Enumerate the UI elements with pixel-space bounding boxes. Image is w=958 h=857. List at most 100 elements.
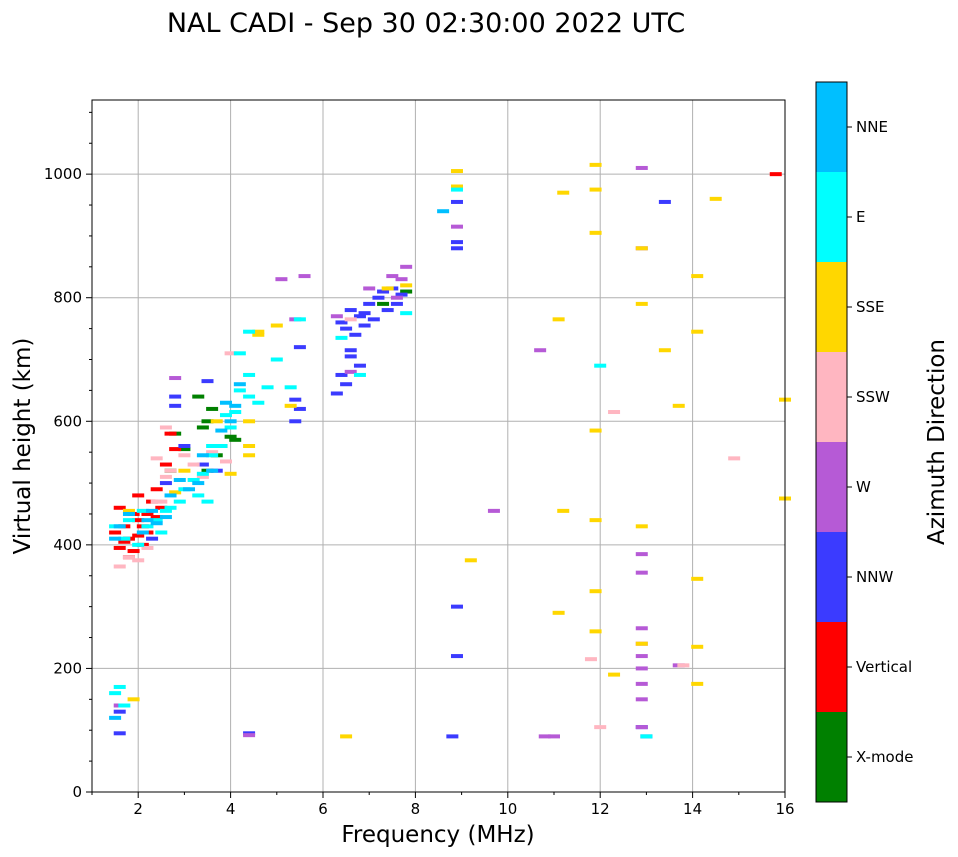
echo-point-sse (127, 697, 140, 702)
echo-point-vertical (169, 447, 182, 452)
echo-point-nne (173, 477, 186, 482)
echo-point-w (386, 274, 399, 279)
echo-point-x-mode (400, 289, 413, 294)
echo-point-w (330, 314, 343, 319)
echo-point-nnw (289, 419, 302, 424)
echo-point-w (243, 733, 256, 738)
echo-point-e (261, 385, 274, 390)
echo-point-e (640, 734, 653, 739)
echo-point-sse (658, 348, 671, 353)
x-tick-label: 8 (411, 800, 421, 818)
echo-point-e (594, 363, 607, 368)
x-tick-label: 12 (591, 800, 610, 818)
colorbar-tick-label: NNE (856, 118, 888, 136)
echo-point-e (224, 425, 237, 430)
echo-point-nnw (201, 379, 214, 384)
echo-point-ssw (584, 657, 597, 662)
x-tick-label: 2 (133, 800, 143, 818)
echo-point-sse (252, 332, 265, 337)
echo-point-w (635, 725, 648, 730)
echo-point-w (548, 734, 560, 739)
echo-point-e (400, 311, 413, 316)
echo-point-nne (164, 493, 177, 498)
echo-point-ssw (159, 474, 172, 479)
y-tick-label: 600 (53, 412, 82, 430)
echo-point-sse (252, 329, 265, 334)
echo-point-ssw (122, 555, 135, 560)
echo-point-ssw (224, 351, 237, 356)
echo-point-ssw (187, 462, 200, 467)
echo-point-sse (589, 187, 602, 192)
echo-point-e (335, 335, 348, 340)
echo-point-nnw (372, 295, 385, 300)
echo-point-e (284, 385, 297, 390)
echo-point-sse (464, 558, 477, 563)
echo-point-vertical (113, 545, 126, 550)
echo-point-ssw (196, 474, 209, 479)
echo-point-vertical (164, 431, 177, 436)
echo-point-nne (113, 524, 126, 529)
echo-point-nnw (358, 323, 371, 328)
echo-point-sse (589, 162, 602, 167)
y-tick-label: 400 (53, 536, 82, 554)
echo-point-nnw (450, 240, 463, 245)
echo-point-ssw (164, 468, 177, 473)
echo-point-nnw (146, 536, 159, 541)
echo-point-e (206, 453, 219, 458)
echo-point-e (187, 477, 200, 482)
y-axis-ticks: 0 200 400 600 800 1000 (44, 111, 92, 801)
y-tick-label: 200 (53, 659, 82, 677)
echo-point-nnw (450, 654, 463, 659)
echo-point-ssw (608, 410, 621, 415)
echo-point-sse (381, 286, 394, 291)
echo-point-sse (552, 610, 565, 615)
echo-point-nne (183, 487, 196, 492)
colorbar-segment (816, 622, 847, 712)
echo-point-nne (215, 428, 228, 433)
colorbar: X-mode Vertical NNW W SSW SSE E NNE (815, 81, 913, 803)
echo-point-sse (635, 246, 648, 251)
echo-point-sse (691, 274, 704, 279)
echo-point-ssw (132, 558, 145, 563)
echo-point-sse (672, 403, 685, 408)
echo-point-nnw (330, 391, 343, 396)
echo-point-e (141, 524, 154, 529)
echo-point-nnw (377, 289, 390, 294)
echo-point-x-mode (178, 447, 191, 452)
echo-point-ssw (150, 456, 163, 461)
echo-point-ssw (594, 725, 607, 730)
echo-point-nnw (344, 348, 357, 353)
echo-point-vertical (109, 530, 122, 535)
colorbar-segment (816, 532, 847, 622)
echo-point-sse (210, 419, 223, 424)
echo-point-nne (196, 453, 209, 458)
echo-point-w (538, 734, 551, 739)
x-tick-label: 6 (318, 800, 328, 818)
echo-point-nnw (353, 363, 366, 368)
echo-point-vertical (155, 505, 168, 510)
echo-point-nnw (358, 311, 371, 316)
plot-frame (91, 99, 786, 793)
echo-point-nnw (113, 731, 126, 736)
echo-point-w (635, 654, 648, 659)
echo-point-nne (206, 468, 219, 473)
echo-point-sse (691, 329, 704, 334)
echo-point-nne (233, 382, 246, 387)
echo-point-sse (691, 681, 704, 686)
echo-point-w (635, 570, 648, 575)
echo-point-sse (691, 576, 704, 581)
echo-point-sse (557, 508, 570, 513)
colorbar-tick-label: NNW (856, 568, 893, 586)
echo-point-sse (557, 190, 570, 195)
echo-point-e (132, 542, 145, 547)
echo-point-e (118, 536, 131, 541)
echo-point-nnw (196, 462, 209, 467)
echo-point-e (201, 499, 214, 504)
echo-point-e (233, 388, 246, 393)
echo-point-vertical (118, 539, 131, 544)
echo-point-nne (109, 536, 122, 541)
echo-point-vertical (141, 511, 154, 516)
echo-point-ssw (344, 317, 357, 322)
echo-point-e (450, 187, 463, 192)
echo-point-e (219, 413, 232, 418)
